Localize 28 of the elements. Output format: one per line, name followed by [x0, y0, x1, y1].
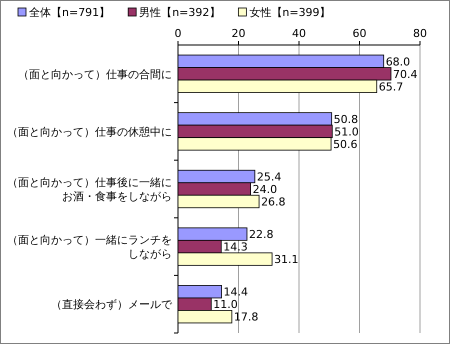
legend-label: 男性【n=392】 [139, 6, 220, 19]
y-tick-label: （面と向かって）仕事の休憩中に [7, 125, 172, 138]
x-tick-label: 60 [352, 27, 366, 40]
x-tick-label: 0 [174, 27, 182, 40]
data-label: 65.7 [378, 80, 404, 94]
y-tick-label: （直接会わず）メールで [51, 298, 173, 312]
data-label: 11.0 [213, 298, 238, 312]
y-tick-label: （面と向かって）仕事の合間に [18, 68, 172, 81]
data-label: 22.8 [248, 228, 274, 242]
x-tick-label: 20 [232, 27, 246, 40]
data-label: 26.8 [261, 196, 286, 208]
data-label: 25.4 [256, 170, 282, 184]
data-label: 50.8 [334, 112, 358, 126]
data-label: 70.4 [392, 68, 418, 81]
data-label: 14.3 [223, 240, 248, 254]
data-label: 24.0 [252, 183, 278, 196]
y-tick-label: （面と向かって）仕事後に一緒にお酒・食事をしながら [7, 176, 172, 203]
data-label: 68.0 [386, 55, 410, 68]
x-tick-label: 40 [292, 27, 306, 40]
legend-label: 全体【n=791】 [29, 6, 110, 19]
x-tick-label: 80 [413, 27, 427, 40]
data-label: 50.6 [333, 138, 358, 151]
legend-label: 女性【n=399】 [249, 6, 331, 19]
data-label: 14.4 [224, 286, 248, 299]
y-tick-label: （面と向かって）一緒にランチをしながら [7, 234, 172, 261]
data-label: 17.8 [234, 310, 258, 324]
data-label: 51.0 [334, 125, 359, 138]
data-label: 31.1 [274, 253, 299, 266]
